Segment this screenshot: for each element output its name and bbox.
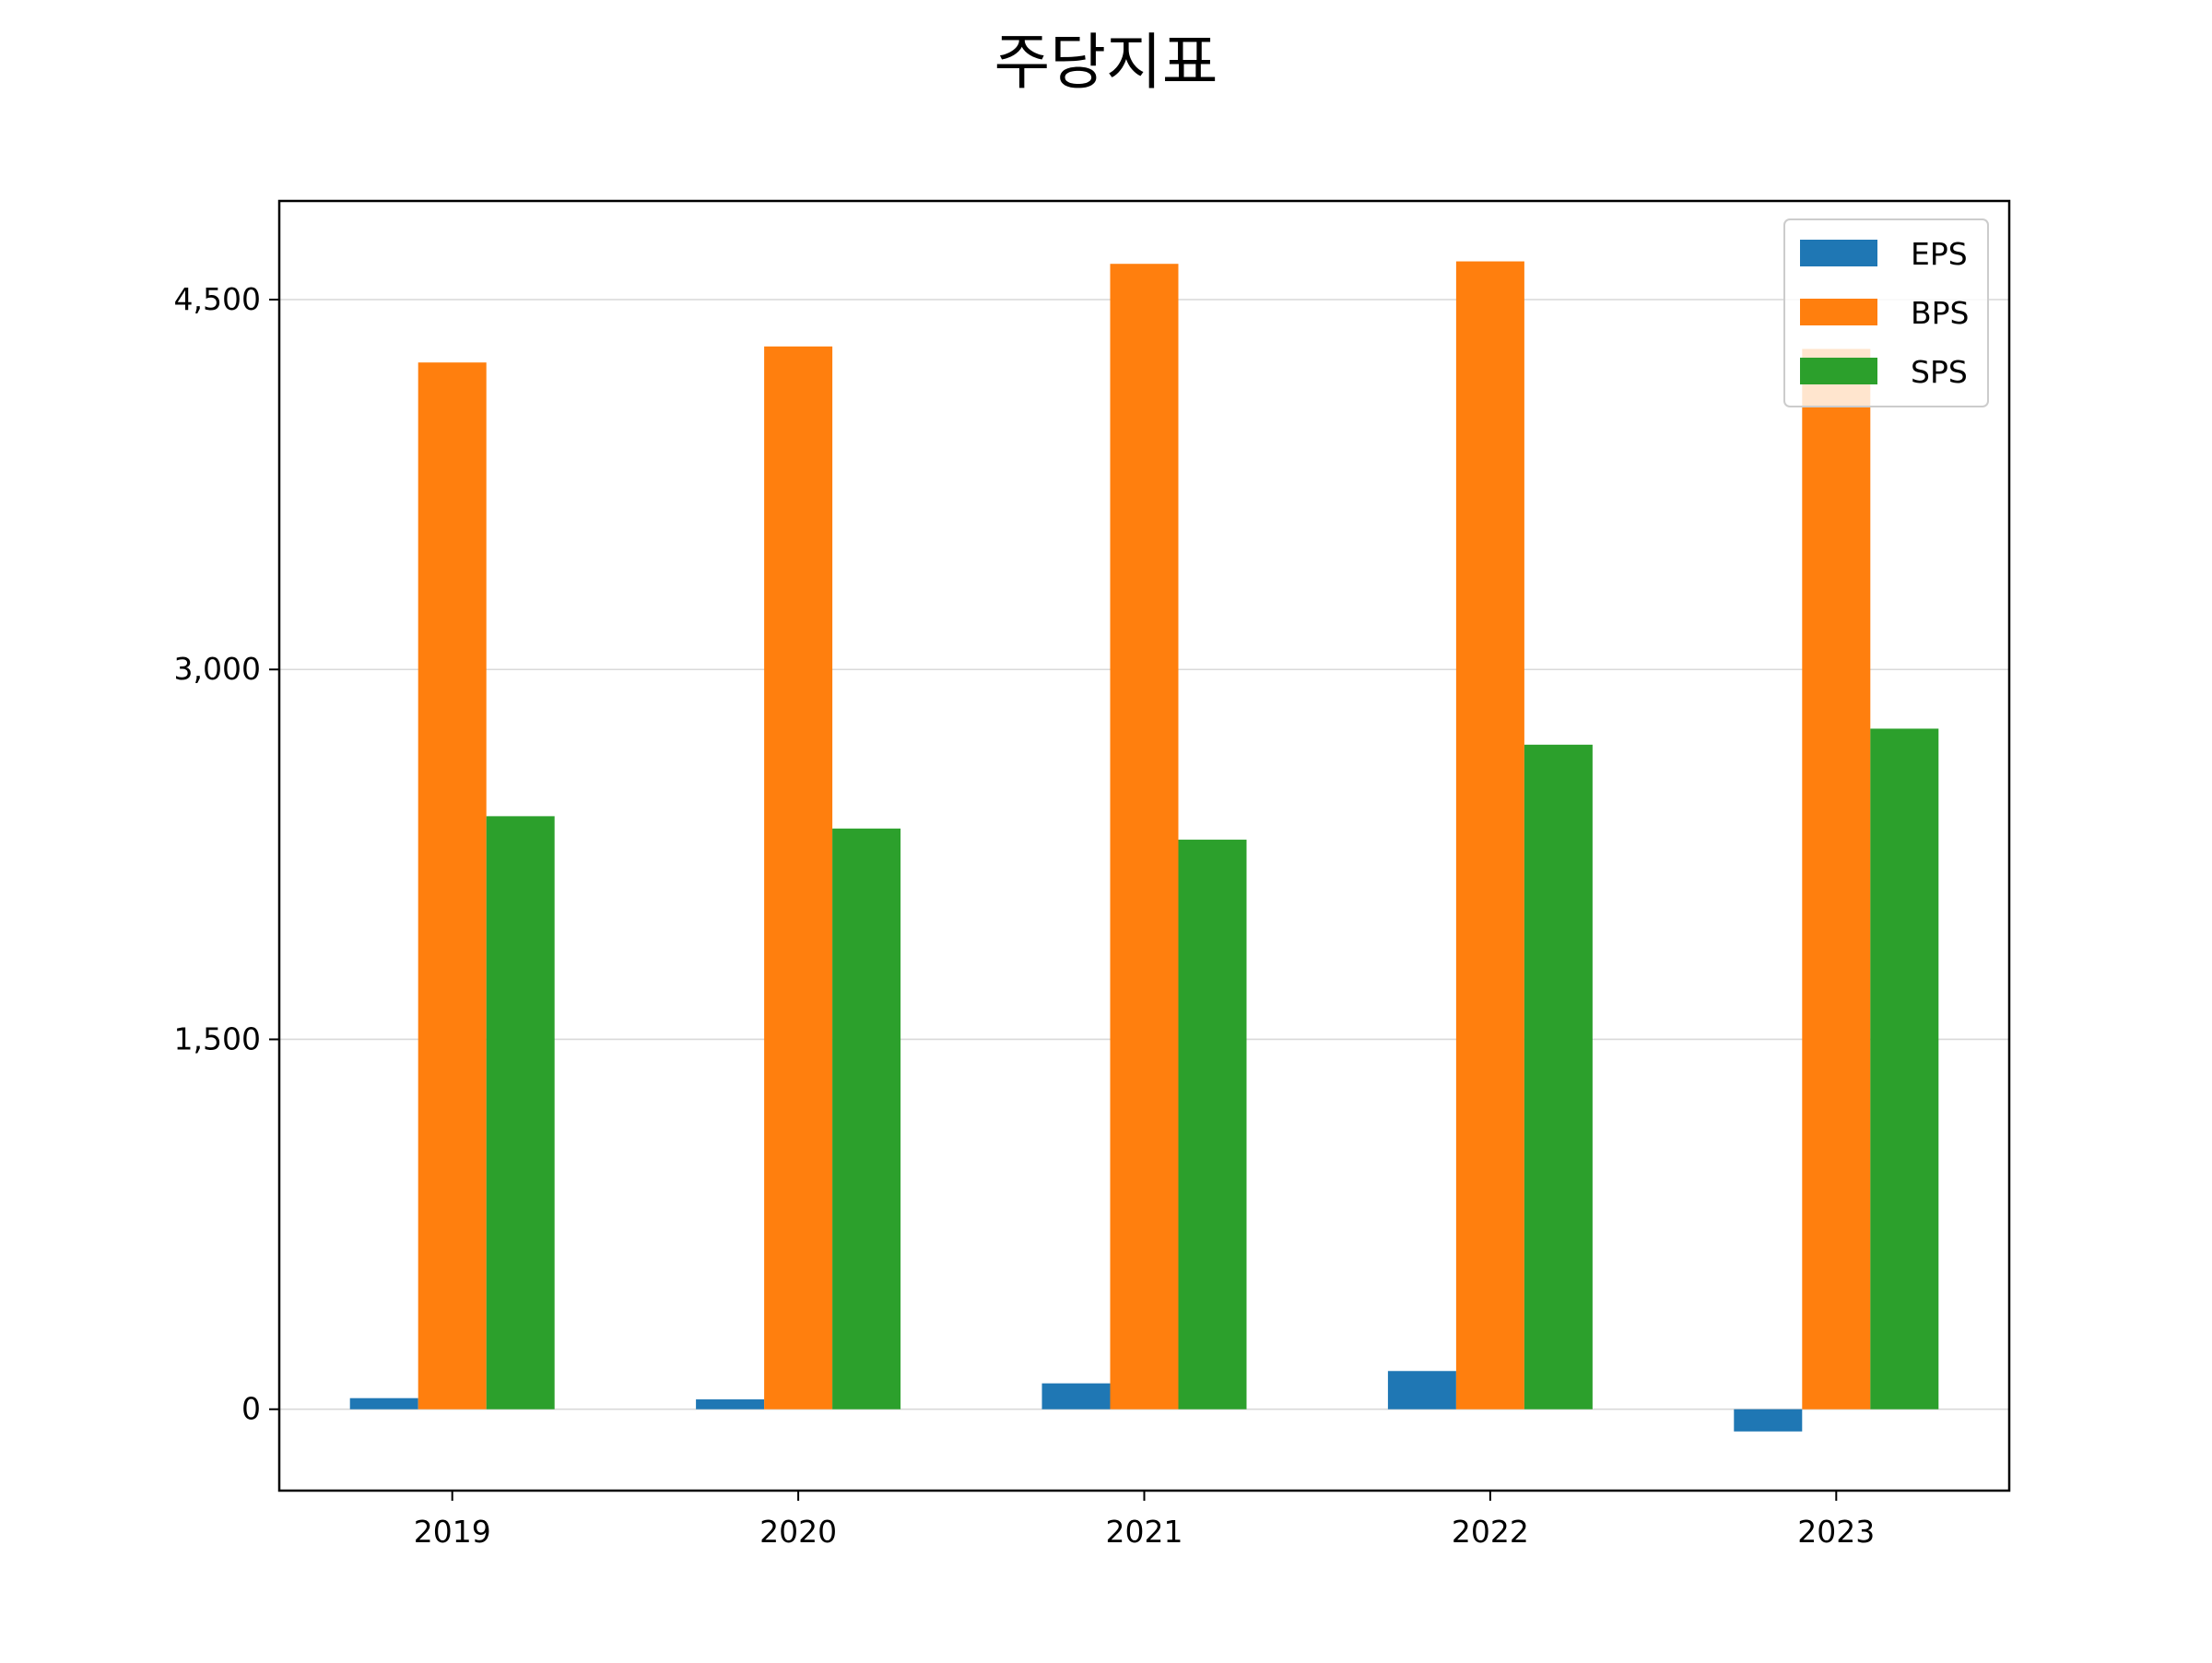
bar-sps-2019 [486, 816, 555, 1409]
legend-swatch-sps [1800, 358, 1877, 384]
bar-sps-2023 [1870, 728, 1939, 1409]
bar-sps-2020 [832, 828, 901, 1409]
x-tick-label: 2020 [759, 1514, 837, 1550]
x-tick-label: 2019 [414, 1514, 491, 1550]
bar-bps-2023 [1802, 348, 1871, 1409]
x-tick-label: 2022 [1452, 1514, 1529, 1550]
x-tick-label: 2023 [1797, 1514, 1875, 1550]
x-tick-label: 2021 [1106, 1514, 1183, 1550]
bar-eps-2023 [1734, 1409, 1803, 1432]
y-tick-label: 0 [241, 1391, 261, 1427]
y-tick-label: 1,500 [174, 1020, 261, 1056]
legend-label-sps: SPS [1911, 354, 1968, 390]
legend-swatch-eps [1800, 240, 1877, 266]
chart-title: 주당지표 [994, 27, 1218, 98]
legend: EPS BPS SPS [1783, 218, 1989, 407]
bar-bps-2022 [1455, 261, 1524, 1409]
bar-bps-2021 [1110, 264, 1179, 1409]
legend-label-bps: BPS [1911, 295, 1970, 331]
axes: 0 1,500 3,000 4,500 2019 2020 2021 2022 2023 [174, 281, 1876, 1550]
bar-eps-2021 [1041, 1383, 1111, 1409]
bar-eps-2019 [349, 1398, 418, 1409]
legend-swatch-bps [1800, 299, 1877, 325]
bar-bps-2019 [418, 362, 487, 1409]
legend-label-eps: EPS [1911, 236, 1968, 272]
y-tick-label: 4,500 [174, 281, 261, 317]
bar-sps-2021 [1178, 839, 1247, 1409]
bars [349, 261, 1939, 1432]
y-tick-label: 3,000 [174, 651, 261, 687]
bar-eps-2020 [696, 1399, 765, 1409]
bar-sps-2022 [1524, 744, 1593, 1409]
bar-bps-2020 [764, 346, 833, 1409]
bar-eps-2022 [1387, 1371, 1456, 1409]
